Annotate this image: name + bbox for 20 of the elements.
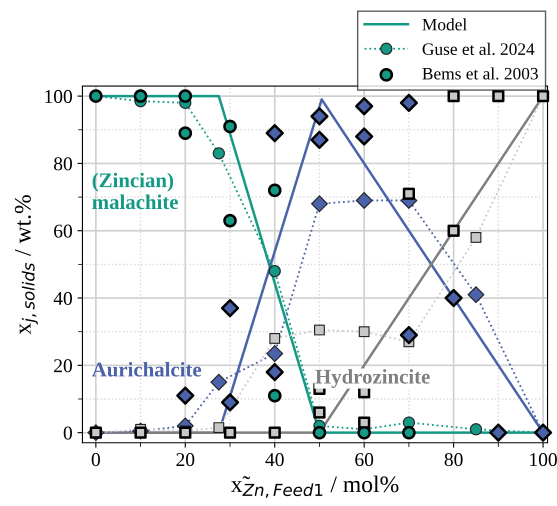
y-tick-label: 0	[64, 426, 72, 440]
y-tick-label: 60	[54, 224, 72, 238]
legend-label: Model	[422, 18, 467, 30]
annotation: Hydrozincite	[315, 369, 430, 388]
y-tick-label: 100	[45, 90, 72, 104]
x-axis-title: x̃$_{Zn,Feed1}$ / mol%	[230, 476, 398, 498]
x-tick-label: 0	[92, 453, 100, 466]
y-tick-label: 20	[54, 359, 72, 372]
annotation: Aurichalcite	[92, 362, 202, 377]
y-tick-label: 40	[54, 292, 72, 305]
y-axis-title: x$_{j,solids}$ / wt.%	[14, 195, 38, 334]
legend-label: Guse et al. 2024	[422, 42, 534, 56]
x-tick-label: 60	[355, 453, 374, 466]
y-tick-label: 80	[54, 157, 72, 170]
x-tick-label: 100	[530, 453, 557, 466]
x-tick-label: 40	[265, 453, 284, 466]
legend-label: Bems et al. 2003	[422, 67, 538, 80]
annotation: (Zincian) malachite	[92, 172, 178, 210]
x-tick-label: 80	[444, 453, 463, 466]
x-tick-label: 20	[176, 453, 194, 466]
